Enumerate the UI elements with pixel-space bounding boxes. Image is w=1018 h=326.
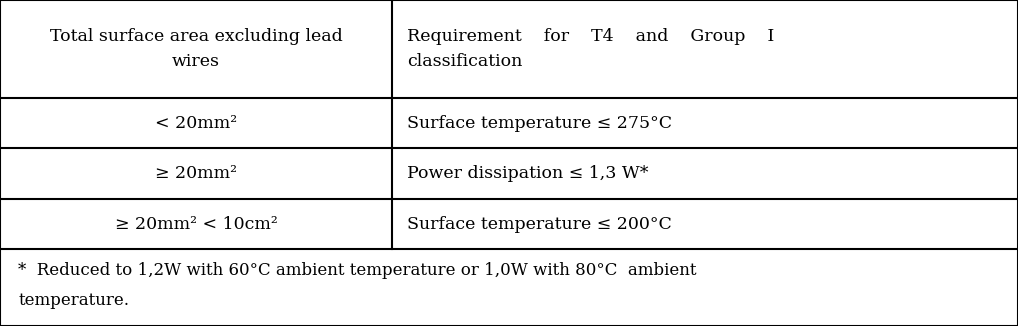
Text: Surface temperature ≤ 275°C: Surface temperature ≤ 275°C: [407, 114, 672, 132]
Text: ≥ 20mm² < 10cm²: ≥ 20mm² < 10cm²: [115, 215, 277, 233]
Text: < 20mm²: < 20mm²: [155, 114, 237, 132]
Text: Total surface area excluding lead
wires: Total surface area excluding lead wires: [50, 28, 342, 70]
Text: Surface temperature ≤ 200°C: Surface temperature ≤ 200°C: [407, 215, 672, 233]
Text: ≥ 20mm²: ≥ 20mm²: [155, 165, 237, 182]
Text: Requirement    for    T4    and    Group    I
classification: Requirement for T4 and Group I classific…: [407, 28, 775, 70]
Text: Power dissipation ≤ 1,3 W*: Power dissipation ≤ 1,3 W*: [407, 165, 648, 182]
Text: *  Reduced to 1,2W with 60°C ambient temperature or 1,0W with 80°C  ambient
temp: * Reduced to 1,2W with 60°C ambient temp…: [18, 262, 697, 309]
